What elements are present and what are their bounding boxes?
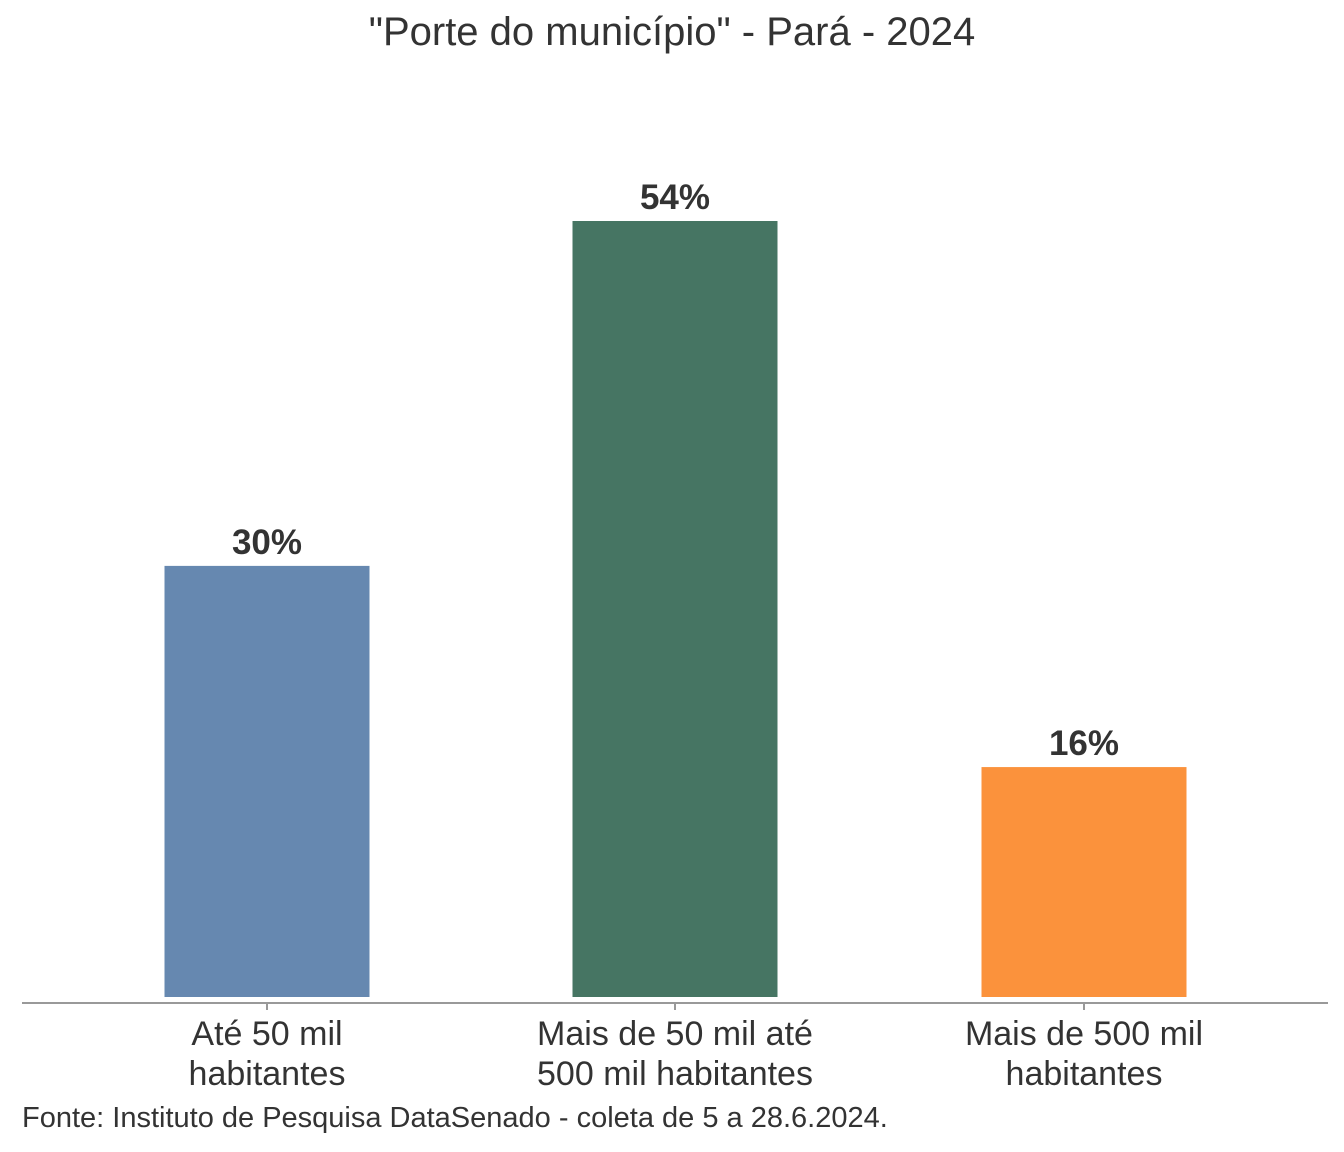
x-tick-label-line: Mais de 500 mil [964,1015,1204,1053]
x-tick-label-0: Até 50 mil habitantes [87,1014,447,1094]
x-tick-label-line: Mais de 50 mil até [537,1015,813,1053]
bar-0 [164,565,370,997]
x-tick-label-1: Mais de 50 mil até 500 mil habitantes [495,1014,855,1094]
x-tick-label-line: habitantes [1005,1055,1163,1093]
x-tick-label-line: Até 50 mil [191,1015,343,1053]
bar-1 [572,221,778,997]
data-label-2: 16% [1049,724,1119,763]
x-tick-label-2: Mais de 500 mil habitantes [904,1014,1264,1094]
chart-title: "Porte do município" - Pará - 2024 [368,10,976,54]
data-label-0: 30% [232,523,302,562]
data-label-1: 54% [640,178,710,217]
x-tick-label-line: 500 mil habitantes [537,1055,813,1093]
source-note: Fonte: Instituto de Pesquisa DataSenado … [22,1102,888,1134]
x-tick-label-line: habitantes [188,1055,346,1093]
bar-2 [981,767,1187,997]
